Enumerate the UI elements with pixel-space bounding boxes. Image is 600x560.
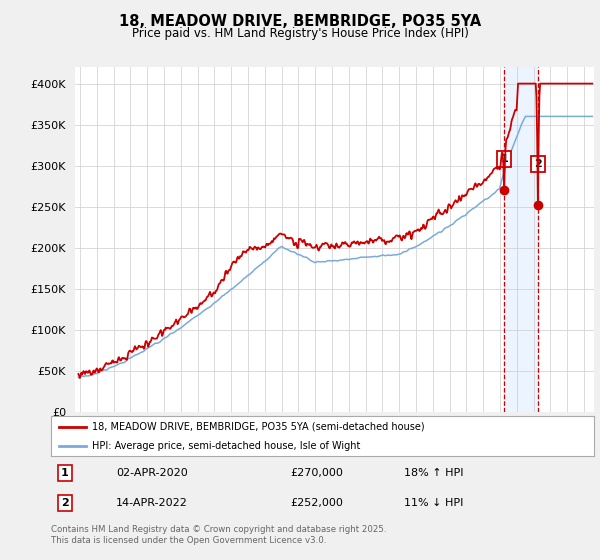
Text: Price paid vs. HM Land Registry's House Price Index (HPI): Price paid vs. HM Land Registry's House … [131, 27, 469, 40]
Text: 02-APR-2020: 02-APR-2020 [116, 468, 188, 478]
Text: 2: 2 [535, 159, 542, 169]
Bar [504, 67, 538, 412]
Text: 1: 1 [500, 154, 508, 164]
Text: 18, MEADOW DRIVE, BEMBRIDGE, PO35 5YA (semi-detached house): 18, MEADOW DRIVE, BEMBRIDGE, PO35 5YA (s… [92, 422, 424, 432]
Text: 18% ↑ HPI: 18% ↑ HPI [404, 468, 463, 478]
Text: 1: 1 [61, 468, 68, 478]
Text: 18, MEADOW DRIVE, BEMBRIDGE, PO35 5YA: 18, MEADOW DRIVE, BEMBRIDGE, PO35 5YA [119, 14, 481, 29]
Text: 11% ↓ HPI: 11% ↓ HPI [404, 498, 463, 508]
Text: £270,000: £270,000 [290, 468, 343, 478]
Text: 2: 2 [61, 498, 68, 508]
Text: 14-APR-2022: 14-APR-2022 [116, 498, 188, 508]
Text: HPI: Average price, semi-detached house, Isle of Wight: HPI: Average price, semi-detached house,… [92, 441, 360, 450]
Text: £252,000: £252,000 [290, 498, 343, 508]
Text: Contains HM Land Registry data © Crown copyright and database right 2025.
This d: Contains HM Land Registry data © Crown c… [51, 525, 386, 545]
